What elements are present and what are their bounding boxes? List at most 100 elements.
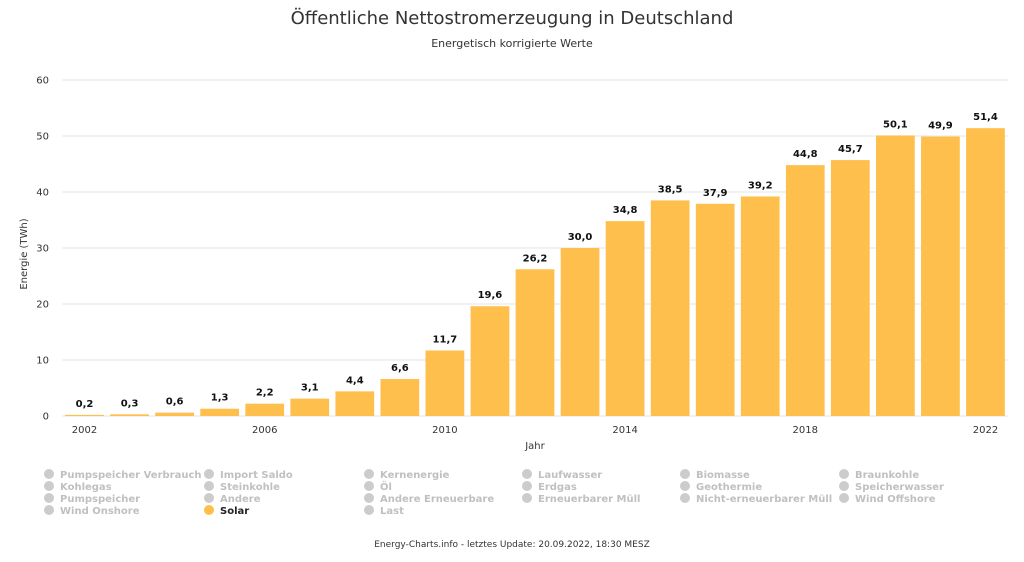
legend-marker-icon [44,493,54,503]
data-label: 37,9 [703,188,728,199]
y-tick-label: 50 [36,132,49,143]
legend-marker-icon [522,481,532,491]
data-label: 3,1 [301,383,319,394]
bar-2011[interactable] [470,306,510,416]
legend-marker-icon [680,493,690,503]
y-tick-label: 30 [36,244,49,255]
legend-label: Öl [380,482,392,493]
bar-2015[interactable] [650,200,690,416]
legend-marker-icon [364,469,374,479]
bar-2017[interactable] [740,196,780,416]
legend-label: Kohlegas [60,482,112,493]
legend-item[interactable]: Pumpspeicher Verbrauch [44,469,202,482]
y-tick-label: 10 [36,356,49,367]
data-label: 0,2 [76,399,94,410]
x-tick-label: 2006 [252,425,277,436]
data-label: 2,2 [256,388,274,399]
y-tick-label: 0 [43,412,49,423]
legend-marker-icon [680,469,690,479]
legend-marker-icon [364,505,374,515]
y-tick-label: 60 [36,76,49,87]
legend-label: Wind Onshore [60,506,140,517]
legend-item[interactable]: Nicht-erneuerbarer Müll [680,493,833,506]
legend-item[interactable]: Braunkohle [839,469,920,482]
legend-item[interactable]: Solar [204,505,250,518]
legend-item[interactable]: Wind Onshore [44,505,140,518]
bar-2019[interactable] [830,160,870,416]
legend-item[interactable]: Geothermie [680,481,763,494]
bars[interactable] [65,128,1005,416]
legend-label: Wind Offshore [855,494,936,505]
legend-item[interactable]: Wind Offshore [839,493,936,506]
y-tick-label: 20 [36,300,49,311]
bar-2022[interactable] [966,128,1005,416]
data-label: 0,6 [166,397,184,408]
bar-2014[interactable] [605,221,645,416]
bar-2002[interactable] [65,414,104,416]
legend-item[interactable]: Pumpspeicher [44,493,140,506]
legend-marker-icon [839,481,849,491]
legend-item[interactable]: Andere Erneuerbare [364,493,494,506]
legend-label: Geothermie [696,482,763,493]
legend-item[interactable]: Last [364,505,404,518]
legend-label: Nicht-erneuerbarer Müll [696,494,833,505]
bar-2010[interactable] [425,350,465,416]
bar-2016[interactable] [695,203,735,416]
bar-2012[interactable] [515,269,555,416]
legend-marker-icon [204,493,214,503]
legend-marker-icon [44,505,54,515]
legend-item[interactable]: Steinkohle [204,481,280,494]
legend-label: Solar [220,506,250,517]
legend-marker-icon [44,481,54,491]
data-labels: 0,2 0,3 0,6 1,3 2,2 3,1 4,4 6,6 11,7 19,6 26,2 30,0… [76,112,998,410]
legend-item[interactable]: Speicherwasser [839,481,944,494]
data-label: 11,7 [433,334,458,345]
bar-2005[interactable] [200,408,240,416]
legend-item[interactable]: Kohlegas [44,481,112,494]
x-tick-label: 2002 [72,425,97,436]
bar-2007[interactable] [290,398,330,416]
data-label: 45,7 [838,144,863,155]
legend-item[interactable]: Kernenergie [364,469,449,482]
data-label: 1,3 [211,393,229,404]
legend-item[interactable]: Laufwasser [522,469,603,482]
legend-label: Erdgas [538,482,577,493]
data-label: 6,6 [391,363,409,374]
data-label: 26,2 [523,253,548,264]
legend-item[interactable]: Andere [204,493,261,506]
bar-2021[interactable] [921,136,960,416]
x-tick-label: 2018 [793,425,818,436]
bar-2003[interactable] [110,414,149,416]
legend-item[interactable]: Import Saldo [204,469,293,482]
x-axis-label: Jahr [524,441,545,452]
legend-item[interactable]: Erdgas [522,481,577,494]
legend-item[interactable]: Erneuerbarer Müll [522,493,640,506]
data-label: 4,4 [346,375,364,386]
legend-marker-icon [680,481,690,491]
legend-label: Pumpspeicher Verbrauch [60,470,202,481]
legend-label: Laufwasser [538,470,603,481]
legend-label: Braunkohle [855,470,920,481]
legend-marker-icon [364,493,374,503]
legend-label: Steinkohle [220,482,280,493]
bar-2006[interactable] [245,403,285,416]
legend-label: Biomasse [696,470,750,481]
chart-subtitle: Energetisch korrigierte Werte [431,37,593,50]
bar-2004[interactable] [155,412,194,416]
legend-label: Last [380,506,404,517]
y-axis-ticks: 0 10 20 30 40 50 60 [36,76,49,423]
legend-marker-icon [204,481,214,491]
y-axis-label: Energie (TWh) [19,218,30,289]
legend-label: Import Saldo [220,470,293,481]
bar-2009[interactable] [380,379,420,416]
bar-2018[interactable] [785,165,825,416]
data-label: 49,9 [928,121,953,132]
bar-2013[interactable] [560,248,600,416]
legend-item[interactable]: Biomasse [680,469,750,482]
data-label: 19,6 [478,290,503,301]
bar-2008[interactable] [335,391,375,416]
legend-item[interactable]: Öl [364,481,392,494]
y-tick-label: 40 [36,188,49,199]
bar-2020[interactable] [876,135,915,416]
legend-marker-icon [364,481,374,491]
